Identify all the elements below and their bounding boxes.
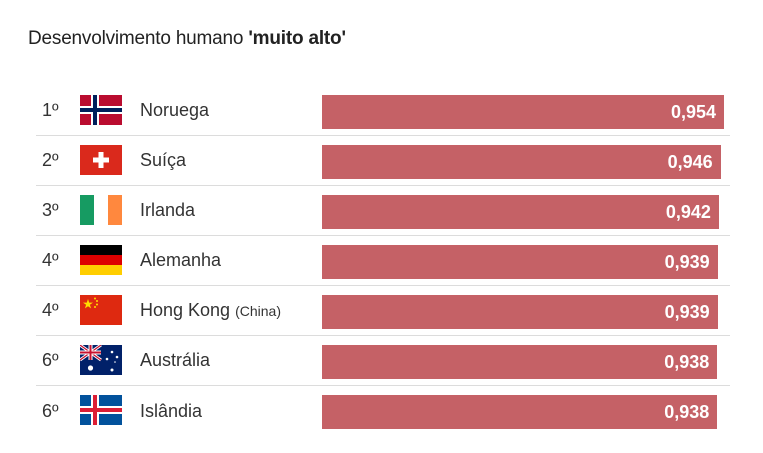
country-label: Hong Kong (China) [140,286,281,335]
ranking-table: 1º Noruega 0,954 2º Suíça 0,946 3º Irlanda 0,942… [36,86,730,436]
table-row: 2º Suíça 0,946 [36,136,730,186]
country-name: Islândia [140,400,203,421]
ireland-flag-icon [80,195,122,225]
bar-track: 0,938 [322,345,724,379]
value-label: 0,942 [665,201,711,222]
table-row: 4º Hong Kong (China) 0,939 [36,286,730,336]
chart-title-prefix: Desenvolvimento humano [28,28,249,49]
country-label: Noruega [140,86,209,135]
value-bar: 0,938 [322,395,718,429]
country-name: Austrália [140,350,211,370]
value-bar: 0,946 [322,145,721,179]
value-bar: 0,939 [322,245,718,279]
rank-label: 4º [42,250,59,270]
value-label: 0,946 [667,151,713,172]
switzerland-flag-icon [80,145,122,175]
country-name: Hong Kong [140,300,231,320]
value-bar: 0,954 [322,95,724,129]
value-label: 0,939 [664,251,710,272]
chart-title: Desenvolvimento humano 'muito alto' [28,28,346,50]
value-bar: 0,942 [322,195,719,229]
bar-track: 0,939 [322,245,724,279]
bar-track: 0,938 [322,395,724,429]
table-row: 3º Irlanda 0,942 [36,186,730,236]
value-label: 0,954 [670,101,716,122]
rank-label: 6º [42,400,59,421]
country-note: (China) [235,302,281,319]
norway-flag-icon [80,95,122,125]
country-name: Alemanha [140,250,222,270]
value-label: 0,938 [664,401,710,422]
table-row: 1º Noruega 0,954 [36,86,730,136]
china-flag-icon [80,295,122,325]
iceland-flag-icon [80,395,122,425]
rank-label: 6º [42,350,59,370]
table-row: 6º Austrália 0,938 [36,336,730,386]
value-bar: 0,938 [322,345,718,379]
value-bar: 0,939 [322,295,718,329]
country-name: Suíça [140,150,187,170]
bar-track: 0,946 [322,145,724,179]
country-label: Islândia [140,386,202,436]
rank-label: 1º [42,100,59,120]
rank-label: 4º [42,300,59,320]
country-label: Alemanha [140,236,221,285]
australia-flag-icon [80,345,122,375]
country-name: Irlanda [140,200,196,220]
rank-label: 2º [42,150,59,170]
chart-title-bold: 'muito alto' [248,28,346,49]
bar-track: 0,939 [322,295,724,329]
table-row: 4º Alemanha 0,939 [36,236,730,286]
country-name: Noruega [140,100,210,120]
bar-track: 0,954 [322,95,724,129]
country-label: Irlanda [140,186,195,235]
country-label: Austrália [140,336,210,385]
rank-label: 3º [42,200,59,220]
table-row: 6º Islândia 0,938 [36,386,730,436]
value-label: 0,939 [664,301,710,322]
bar-track: 0,942 [322,195,724,229]
germany-flag-icon [80,245,122,275]
country-label: Suíça [140,136,186,185]
value-label: 0,938 [664,351,710,372]
